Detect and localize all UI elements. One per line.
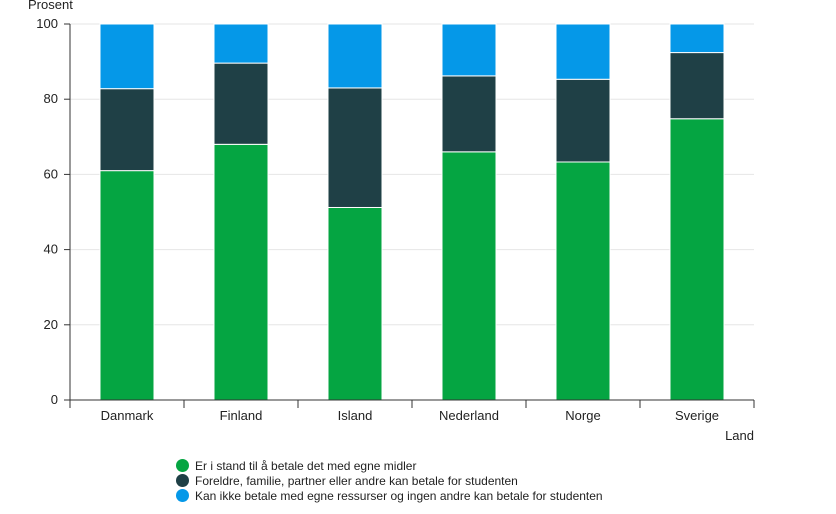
x-tick-label: Island	[338, 408, 373, 423]
x-tick-label: Sverige	[675, 408, 719, 423]
bar-segment[interactable]	[555, 161, 611, 401]
y-tick-label: 100	[36, 16, 58, 31]
bars	[99, 23, 725, 401]
bar-segment[interactable]	[669, 52, 725, 120]
y-tick-label: 20	[44, 317, 58, 332]
bar-segment[interactable]	[99, 88, 155, 172]
bar-segment[interactable]	[441, 23, 497, 77]
bar-segment[interactable]	[441, 151, 497, 401]
bar-segment[interactable]	[327, 206, 383, 401]
axes	[69, 24, 754, 401]
y-tick-label: 60	[44, 166, 58, 181]
bar-segment[interactable]	[327, 87, 383, 208]
bar-segment[interactable]	[213, 62, 269, 145]
x-tick-label: Norge	[565, 408, 600, 423]
legend-swatch-icon	[176, 489, 189, 502]
bar-segment[interactable]	[99, 170, 155, 401]
y-tick-label: 40	[44, 242, 58, 257]
legend-item[interactable]: Kan ikke betale med egne ressurser og in…	[176, 488, 603, 503]
bar-segment[interactable]	[441, 75, 497, 153]
y-axis-title: Prosent	[28, 0, 73, 12]
legend-swatch-icon	[176, 459, 189, 472]
ticks: 0 20 40 60 80 100 Danmark Finland Island Nederlan…	[36, 16, 755, 423]
legend: Er i stand til å betale det med egne mid…	[176, 458, 603, 503]
legend-item[interactable]: Foreldre, familie, partner eller andre k…	[176, 473, 603, 488]
x-tick-label: Danmark	[101, 408, 154, 423]
gridlines	[70, 23, 754, 326]
x-axis-title: Land	[725, 428, 754, 443]
bar-segment[interactable]	[213, 23, 269, 64]
bar-segment[interactable]	[99, 23, 155, 90]
y-tick-label: 0	[51, 392, 58, 407]
x-tick-label: Nederland	[439, 408, 499, 423]
legend-item[interactable]: Er i stand til å betale det med egne mid…	[176, 458, 603, 473]
bar-segment[interactable]	[669, 118, 725, 401]
bar-segment[interactable]	[327, 23, 383, 89]
legend-label: Foreldre, familie, partner eller andre k…	[195, 473, 518, 488]
bar-segment[interactable]	[669, 23, 725, 54]
bar-segment[interactable]	[213, 143, 269, 401]
bar-segment[interactable]	[555, 78, 611, 163]
y-tick-label: 80	[44, 91, 58, 106]
x-tick-label: Finland	[220, 408, 263, 423]
legend-label: Er i stand til å betale det med egne mid…	[195, 458, 417, 473]
legend-label: Kan ikke betale med egne ressurser og in…	[195, 488, 603, 503]
legend-swatch-icon	[176, 474, 189, 487]
bar-segment[interactable]	[555, 23, 611, 80]
